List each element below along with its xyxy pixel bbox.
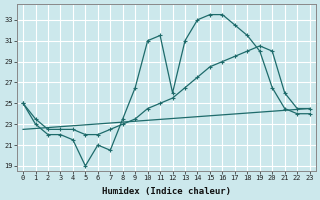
X-axis label: Humidex (Indice chaleur): Humidex (Indice chaleur): [102, 187, 231, 196]
